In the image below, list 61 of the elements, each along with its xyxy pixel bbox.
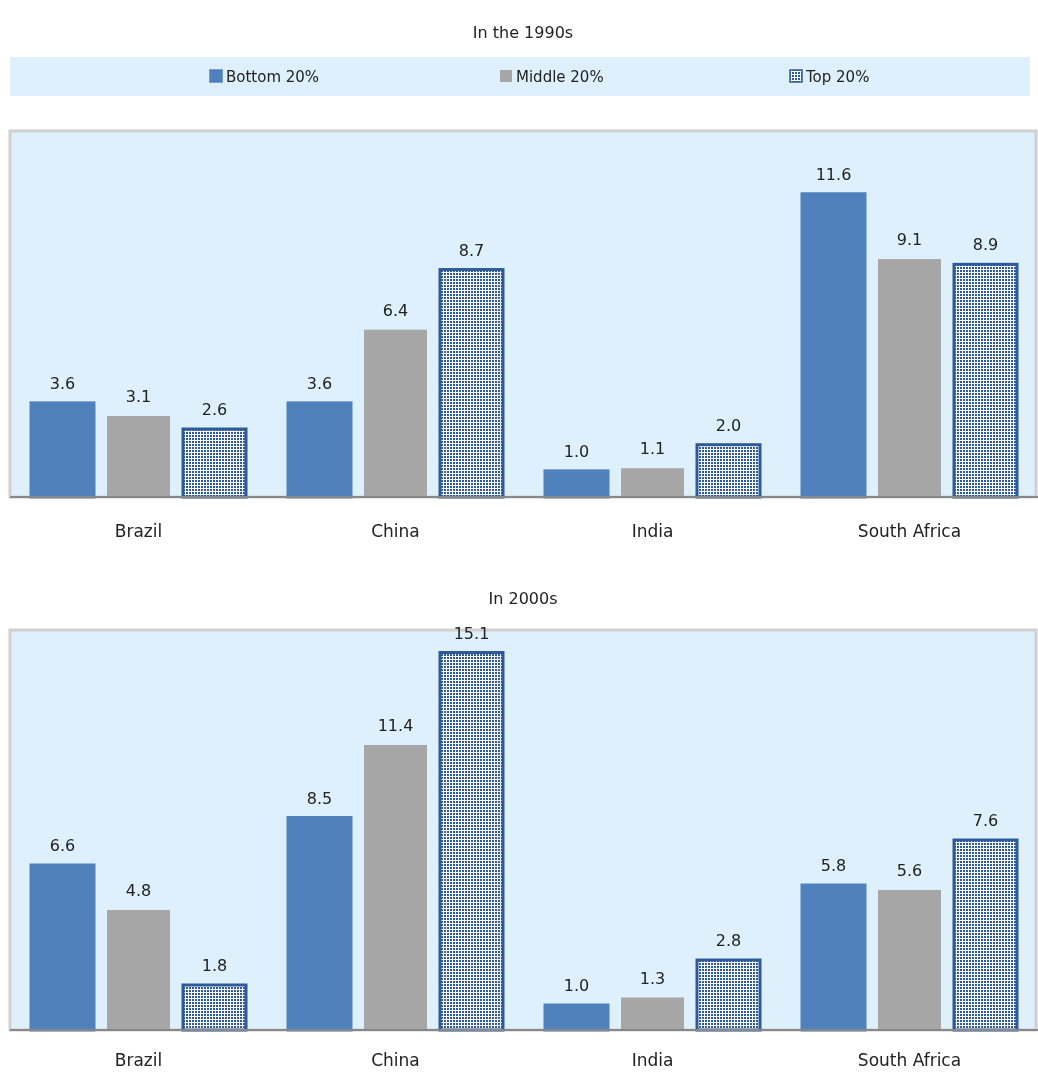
bar	[107, 415, 170, 497]
chart-title: In 2000s	[488, 589, 558, 608]
data-label: 3.6	[49, 373, 76, 393]
bar	[438, 651, 505, 1032]
x-tick-label: India	[631, 521, 674, 541]
x-tick-label: South Africa	[857, 521, 962, 541]
x-tick-label: China	[371, 1050, 420, 1070]
chart-title: In the 1990s	[472, 23, 574, 42]
data-label: 2.8	[715, 931, 742, 950]
bar	[695, 443, 762, 499]
data-label: 9.1	[896, 230, 923, 250]
x-tick-label: India	[631, 1050, 674, 1070]
x-tick-label: Brazil	[114, 1050, 163, 1070]
bar	[181, 427, 248, 499]
data-label: 1.8	[201, 956, 228, 975]
bar	[621, 997, 684, 1030]
x-tick-label: Brazil	[114, 521, 163, 541]
data-label: 1.0	[563, 976, 590, 995]
bar	[29, 401, 96, 499]
bar	[952, 838, 1019, 1032]
bar	[878, 890, 941, 1030]
data-label: 2.6	[201, 400, 228, 420]
legend-label: Bottom 20%	[226, 68, 320, 86]
data-label: 11.6	[815, 164, 852, 184]
bar	[800, 192, 867, 499]
x-tick-label: South Africa	[857, 1050, 962, 1070]
bar	[543, 1003, 610, 1032]
bar	[107, 910, 170, 1030]
data-label: 7.6	[972, 811, 999, 830]
bar	[29, 863, 96, 1032]
bar	[878, 259, 941, 497]
data-label: 8.7	[458, 240, 485, 260]
data-label: 1.1	[639, 439, 666, 459]
bar	[364, 329, 427, 497]
bar	[286, 816, 353, 1032]
bar	[286, 401, 353, 499]
bar	[364, 745, 427, 1030]
legend-label: Top 20%	[805, 68, 870, 86]
data-label: 6.4	[382, 300, 409, 320]
data-label: 5.6	[896, 861, 923, 880]
data-label: 2.0	[715, 415, 742, 435]
x-tick-label: China	[371, 521, 420, 541]
data-label: 8.9	[972, 235, 999, 255]
data-label: 1.0	[563, 441, 590, 461]
legend-label: Middle 20%	[516, 68, 604, 86]
data-label: 15.1	[453, 623, 490, 643]
data-label: 5.8	[820, 856, 847, 875]
bar	[438, 268, 505, 499]
data-label: 1.3	[639, 968, 666, 988]
data-label: 6.6	[49, 836, 76, 855]
data-label: 3.6	[306, 373, 333, 393]
data-label: 8.5	[306, 788, 333, 808]
bar	[695, 958, 762, 1032]
data-label: 3.1	[125, 386, 152, 406]
data-label: 11.4	[377, 716, 414, 735]
bar	[952, 262, 1019, 499]
bar	[800, 883, 867, 1032]
bar	[181, 983, 248, 1032]
bar	[543, 469, 610, 499]
bar	[621, 468, 684, 497]
data-label: 4.8	[125, 881, 152, 900]
